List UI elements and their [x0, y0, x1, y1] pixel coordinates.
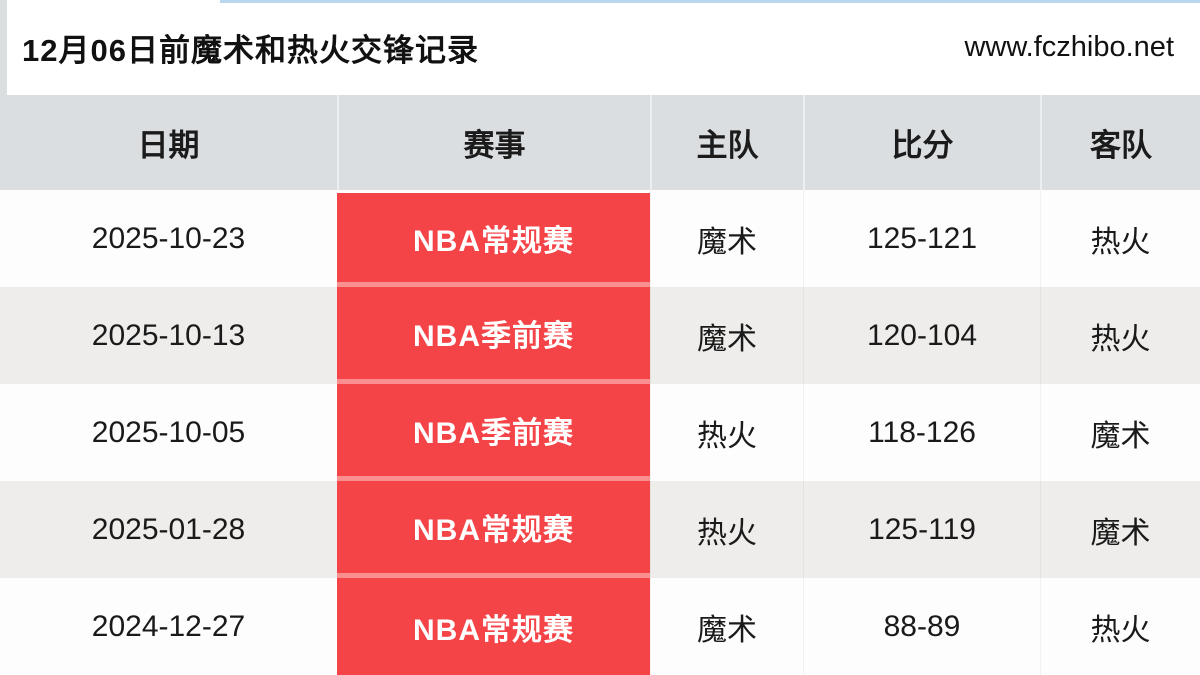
event-cell: NBA季前赛 — [337, 287, 650, 384]
title-bar: 12月06日前魔术和热火交锋记录 www.fczhibo.net — [0, 0, 1200, 95]
match-date: 2024-12-27 — [91, 609, 246, 643]
table-row: 2025-10-13 NBA季前赛 魔术 120-104 热火 — [0, 287, 1200, 384]
event-cell: NBA常规赛 — [337, 481, 650, 578]
match-date: 2025-10-13 — [91, 318, 246, 352]
column-header-away: 客队 — [1040, 95, 1200, 190]
table-row: 2025-10-23 NBA常规赛 魔术 125-121 热火 — [0, 190, 1200, 287]
away-team: 魔术 — [1040, 481, 1200, 578]
column-header-event: 赛事 — [337, 95, 650, 190]
event-cell: NBA常规赛 — [337, 190, 650, 287]
column-header-date: 日期 — [137, 128, 200, 163]
match-score: 125-119 — [803, 481, 1040, 578]
away-team: 热火 — [1040, 578, 1200, 675]
event-cell: NBA常规赛 — [337, 578, 650, 675]
event-badge: NBA常规赛 — [337, 481, 650, 578]
table-row: 2025-10-05 NBA季前赛 热火 118-126 魔术 — [0, 384, 1200, 481]
site-url: www.fczhibo.net — [964, 31, 1174, 63]
match-date: 2025-10-05 — [91, 415, 246, 449]
home-team: 魔术 — [650, 287, 803, 384]
column-header-home: 主队 — [650, 95, 803, 190]
away-team: 热火 — [1040, 190, 1200, 287]
page-title: 12月06日前魔术和热火交锋记录 — [22, 33, 479, 68]
home-team: 热火 — [650, 384, 803, 481]
match-score: 88-89 — [803, 578, 1040, 675]
event-badge: NBA常规赛 — [337, 578, 650, 675]
table-header-row: 日期 赛事 主队 比分 客队 — [0, 95, 1200, 190]
event-cell: NBA季前赛 — [337, 384, 650, 481]
home-team: 魔术 — [650, 190, 803, 287]
event-badge: NBA季前赛 — [337, 287, 650, 384]
match-score: 120-104 — [803, 287, 1040, 384]
column-header-score: 比分 — [803, 95, 1040, 190]
away-team: 热火 — [1040, 287, 1200, 384]
corner-notch — [0, 0, 7, 95]
top-accent-line — [220, 0, 1200, 3]
home-team: 魔术 — [650, 578, 803, 675]
home-team: 热火 — [650, 481, 803, 578]
table-row: 2025-01-28 NBA常规赛 热火 125-119 魔术 — [0, 481, 1200, 578]
match-score: 118-126 — [803, 384, 1040, 481]
away-team: 魔术 — [1040, 384, 1200, 481]
match-date: 2025-10-23 — [91, 221, 246, 255]
event-badge: NBA常规赛 — [337, 190, 650, 287]
match-date: 2025-01-28 — [91, 512, 246, 546]
table-row: 2024-12-27 NBA常规赛 魔术 88-89 热火 — [0, 578, 1200, 675]
event-badge: NBA季前赛 — [337, 384, 650, 481]
match-score: 125-121 — [803, 190, 1040, 287]
